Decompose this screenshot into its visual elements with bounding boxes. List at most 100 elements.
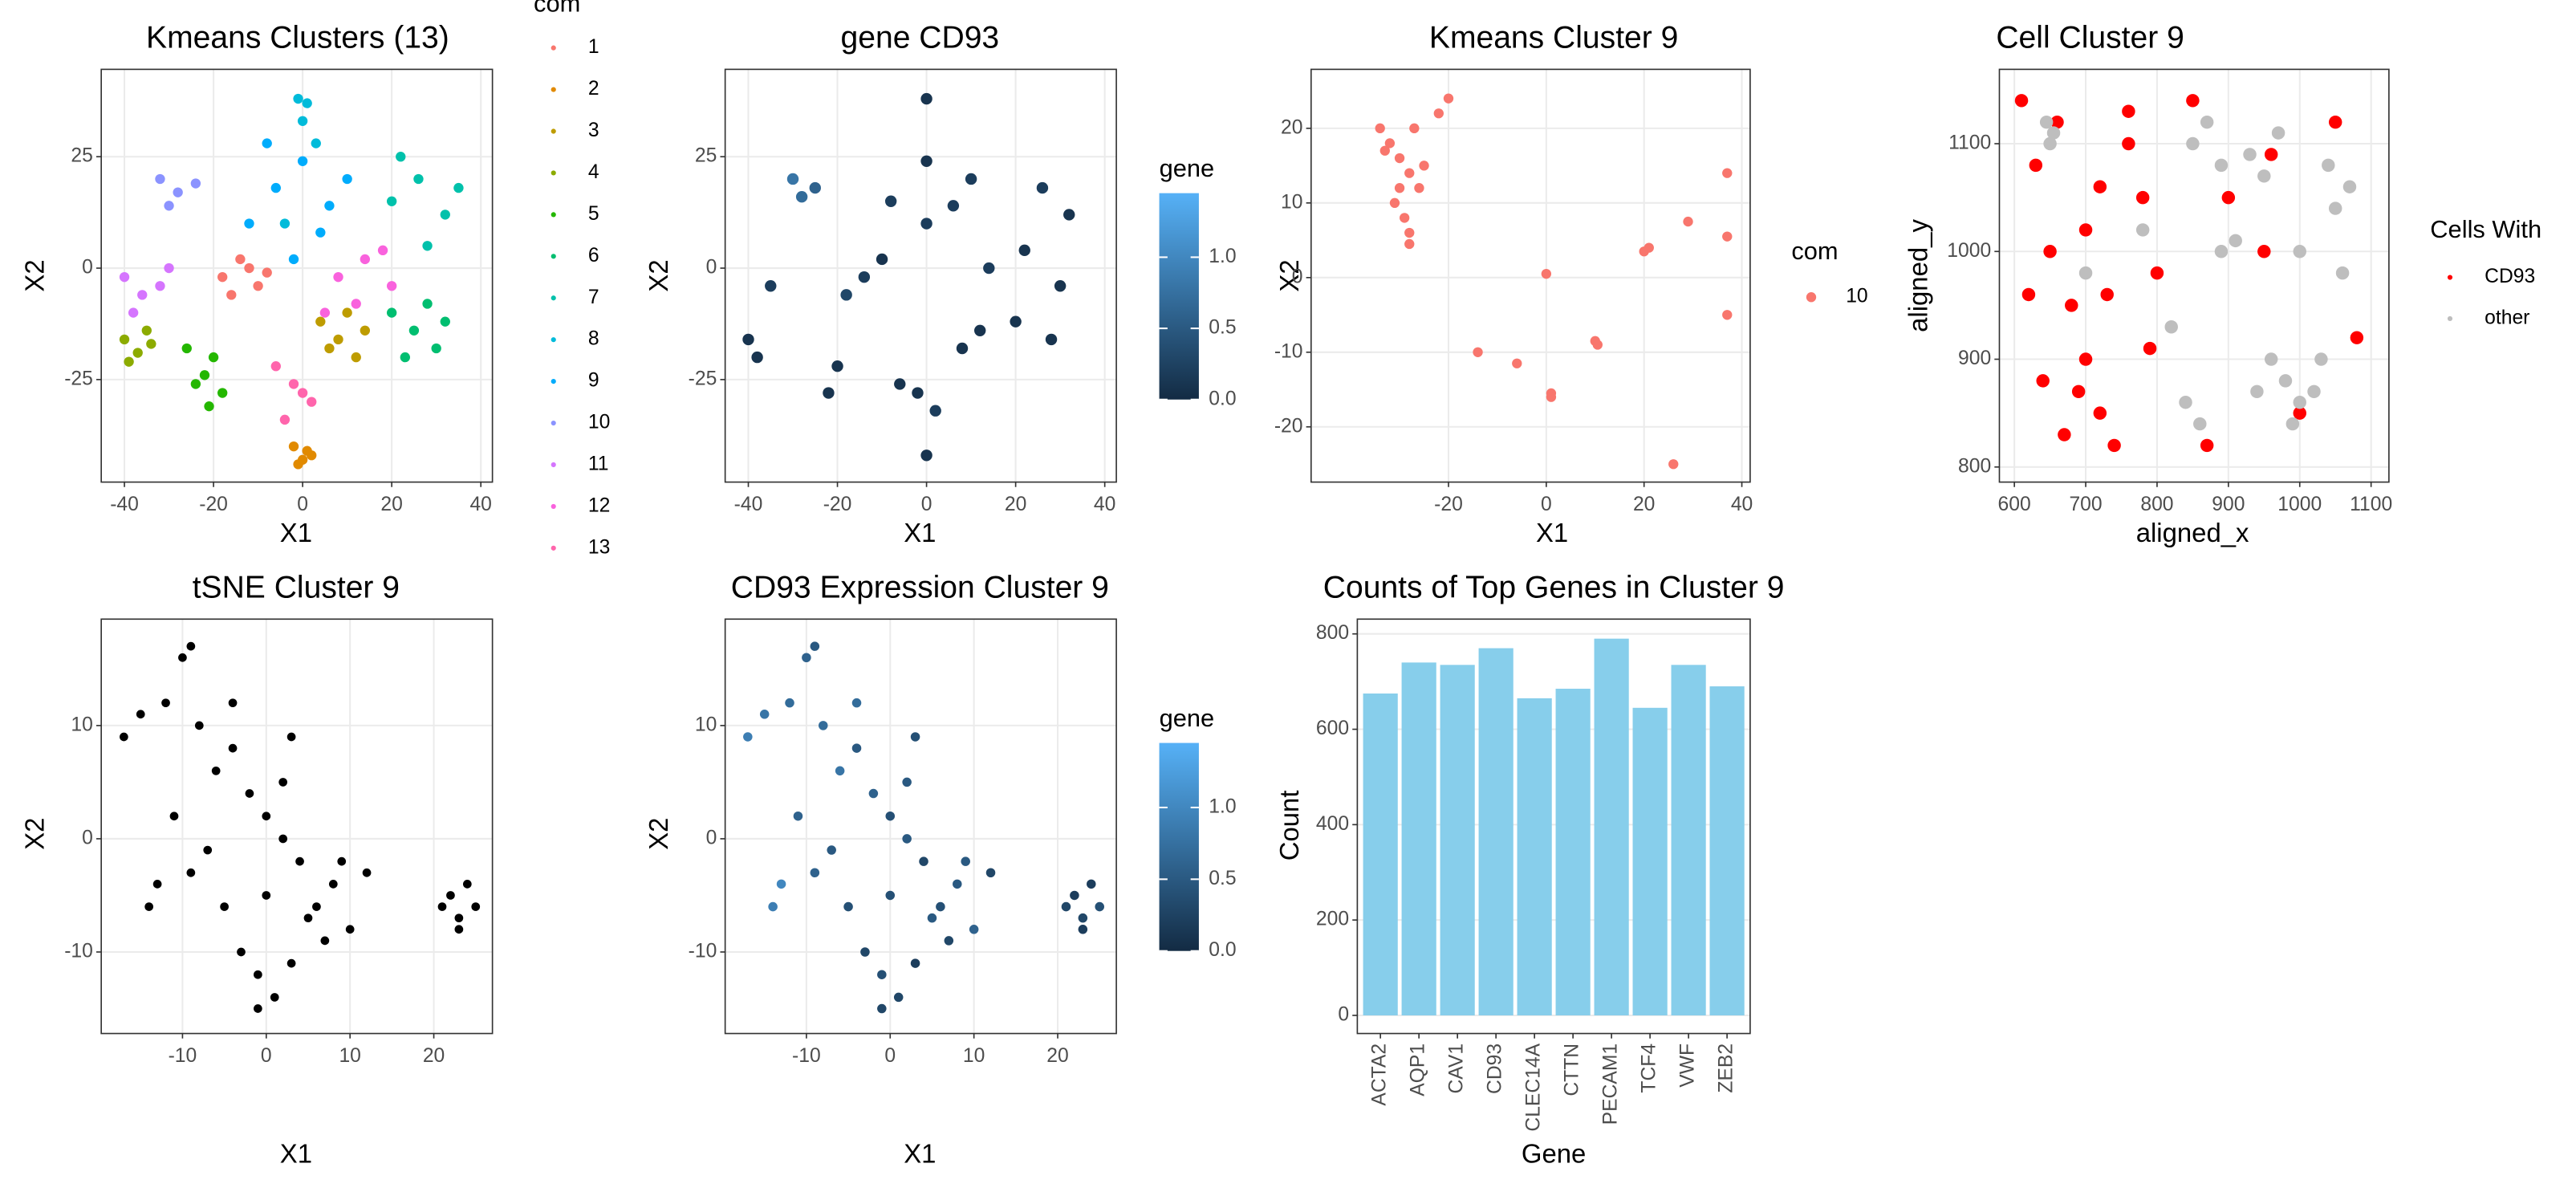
point — [983, 262, 995, 275]
y-tick-label: -10 — [1274, 340, 1303, 362]
point — [810, 641, 820, 651]
x-tick-label: 40 — [1731, 494, 1753, 515]
y-tick-label: 400 — [1316, 813, 1349, 835]
point — [454, 925, 464, 934]
point — [927, 913, 937, 923]
point — [835, 766, 845, 776]
point — [228, 698, 238, 708]
point — [810, 868, 820, 878]
x-tick-label: 1100 — [2350, 494, 2392, 515]
point — [194, 721, 204, 730]
point — [1541, 268, 1552, 279]
y-tick-label: -25 — [689, 368, 717, 389]
point — [2039, 115, 2054, 129]
point — [303, 913, 313, 923]
point — [244, 218, 254, 229]
point — [809, 181, 821, 194]
point — [2229, 234, 2242, 248]
point — [1546, 392, 1557, 402]
point — [2135, 223, 2150, 237]
y-axis-label: X2 — [644, 818, 673, 850]
point — [295, 856, 304, 866]
point — [2214, 158, 2229, 173]
point — [1414, 183, 1424, 193]
point — [286, 958, 296, 968]
point — [279, 218, 291, 229]
legend-label: 6 — [588, 245, 599, 266]
point — [827, 845, 836, 855]
plot-background — [101, 619, 493, 1034]
point — [253, 281, 263, 291]
plot-background — [101, 69, 493, 482]
point — [1078, 913, 1088, 923]
y-axis-label: X2 — [1274, 259, 1304, 291]
colorbar — [1159, 193, 1199, 400]
x-axis-label: X1 — [904, 518, 936, 547]
y-tick-label: -10 — [689, 941, 717, 962]
point — [894, 378, 906, 390]
y-tick-label: 20 — [1281, 116, 1302, 138]
point — [351, 352, 361, 363]
plot-background — [725, 619, 1117, 1034]
point — [840, 289, 852, 301]
point — [1433, 108, 1444, 119]
point — [858, 271, 871, 283]
point — [877, 1003, 887, 1014]
legend-key — [551, 295, 556, 301]
y-axis-label: aligned_y — [1903, 219, 1932, 332]
point — [1054, 280, 1067, 292]
legend-title: com — [534, 0, 580, 17]
point — [2107, 438, 2121, 453]
point — [386, 196, 397, 206]
y-tick-label: -10 — [64, 941, 93, 962]
point — [286, 732, 296, 742]
x-tick-label: -20 — [199, 494, 228, 515]
x-tick-label: -20 — [823, 494, 852, 515]
point — [1683, 216, 1693, 227]
point — [974, 324, 986, 336]
point — [1644, 242, 1654, 253]
point — [823, 387, 835, 399]
point — [2200, 438, 2214, 453]
panel: Kmeans Cluster 9 X1 X2 -20 -10 0 10 20 -20 0 20 40 c… — [1274, 21, 1868, 547]
chart-title: Kmeans Cluster 9 — [1429, 21, 1678, 55]
point — [843, 901, 853, 912]
legend-key — [551, 254, 556, 259]
x-axis-label: X1 — [280, 1138, 312, 1168]
point — [851, 743, 862, 753]
point — [1722, 168, 1733, 178]
point — [119, 271, 130, 283]
x-tick-label: -10 — [169, 1045, 197, 1067]
point — [120, 732, 128, 742]
point — [1070, 890, 1079, 901]
point — [936, 901, 945, 912]
y-axis-label: X2 — [644, 259, 673, 291]
point — [288, 441, 299, 452]
point — [2335, 266, 2350, 280]
point — [2257, 169, 2271, 183]
legend-key — [551, 545, 556, 551]
point — [262, 891, 271, 900]
x-tick-label: 40 — [1094, 494, 1115, 515]
point — [2322, 158, 2335, 173]
point — [920, 450, 932, 462]
point — [920, 218, 932, 230]
x-tick-label: CTTN — [1562, 1044, 1583, 1096]
y-tick-label: 0 — [82, 827, 93, 848]
legend-key — [551, 170, 556, 176]
point — [144, 902, 154, 911]
point — [278, 834, 288, 844]
point — [324, 201, 335, 211]
point — [293, 459, 303, 470]
point — [2328, 201, 2342, 215]
point — [1018, 244, 1030, 257]
legend-label: other — [2485, 307, 2529, 328]
point — [351, 299, 361, 309]
point — [1399, 213, 1410, 223]
point — [1404, 168, 1415, 178]
x-tick-label: 40 — [469, 494, 491, 515]
x-tick-label: 900 — [2212, 494, 2245, 515]
point — [337, 856, 347, 866]
point — [288, 379, 299, 389]
point — [453, 182, 464, 193]
